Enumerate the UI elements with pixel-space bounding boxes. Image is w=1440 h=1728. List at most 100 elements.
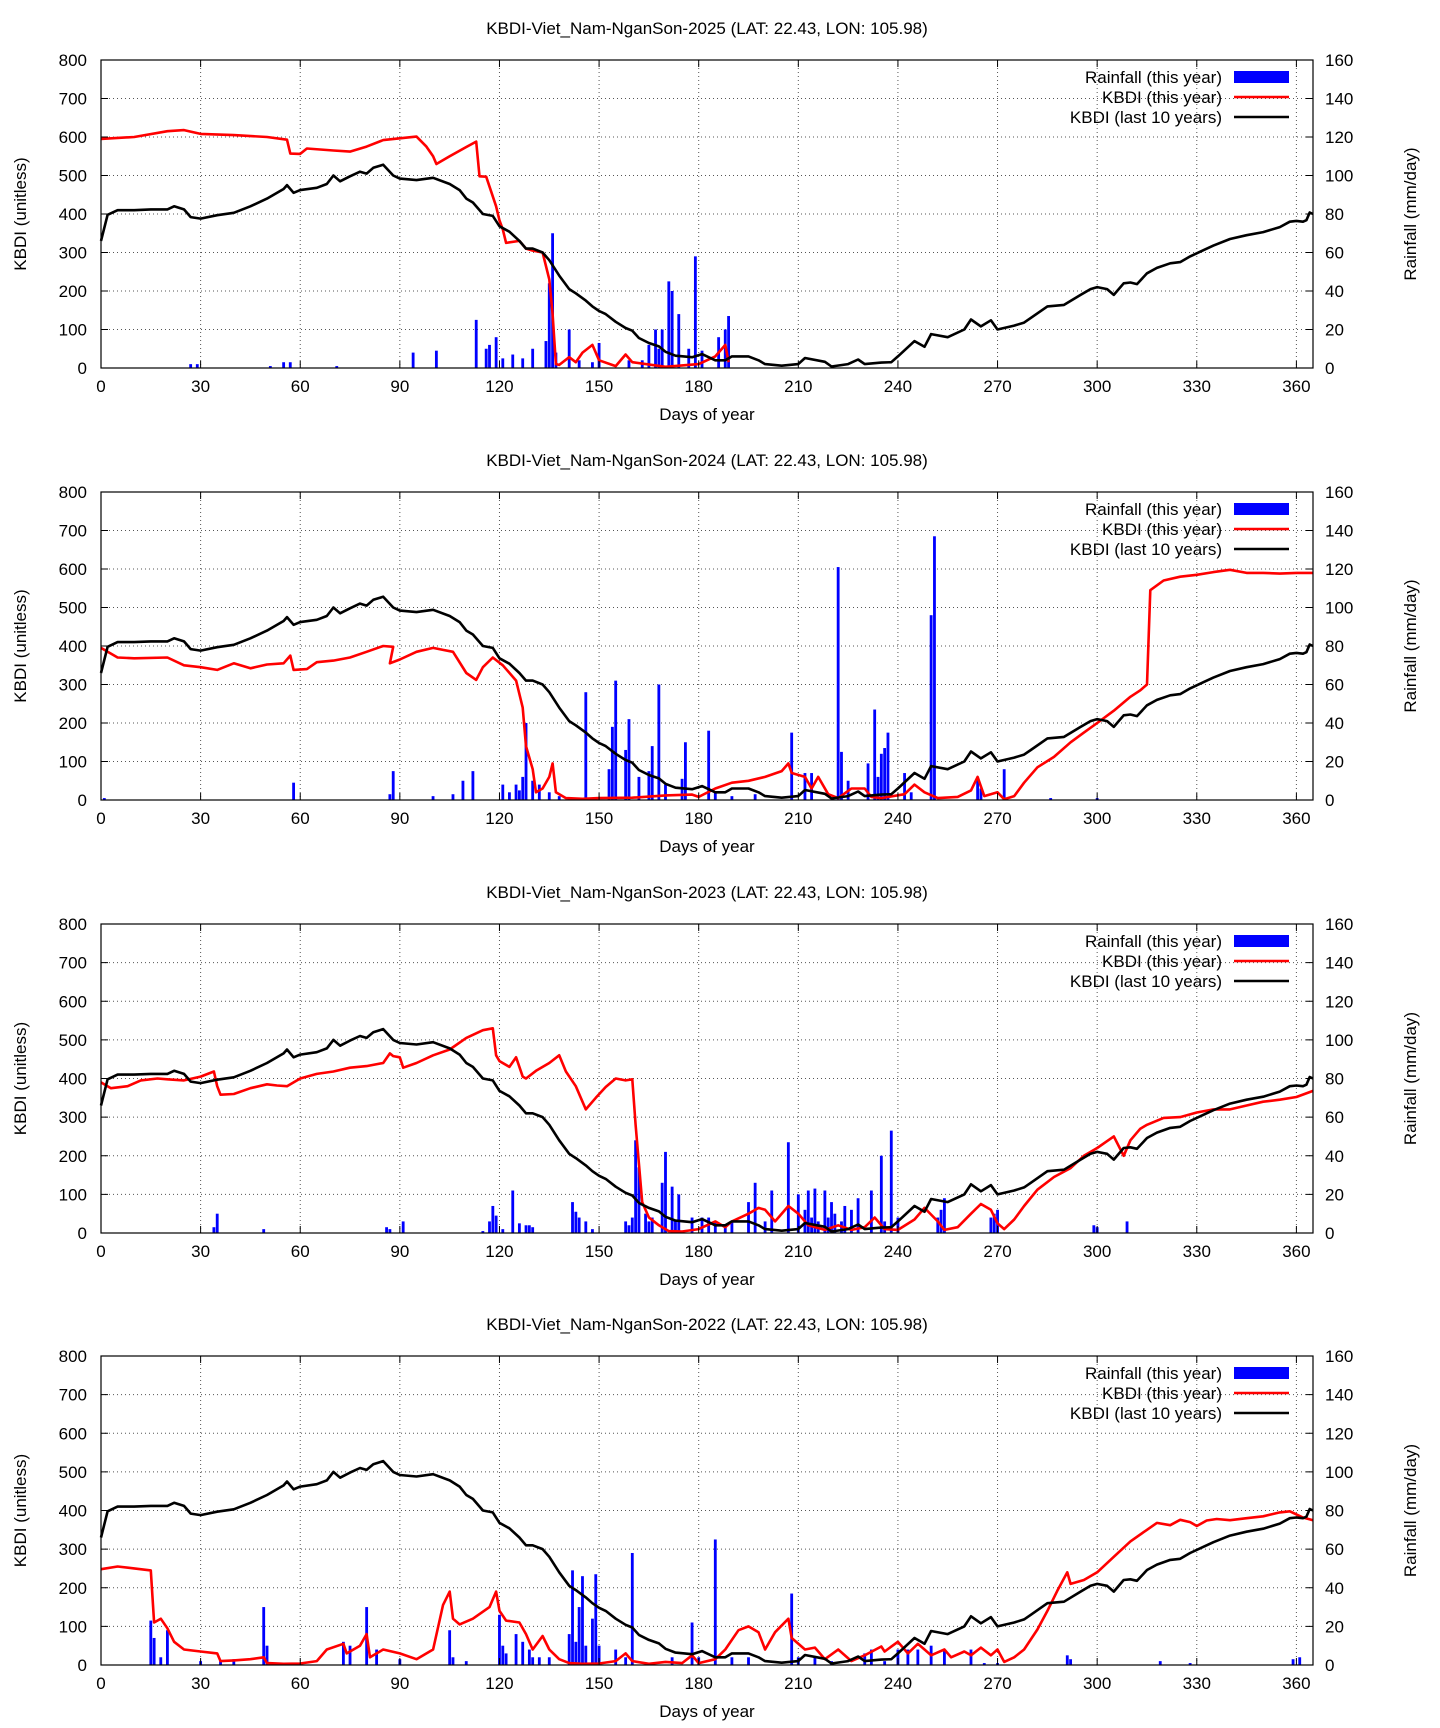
rainfall-bar — [624, 1657, 628, 1665]
rainfall-bar — [498, 1614, 501, 1665]
kbdi-last-10-years-line — [99, 1459, 1314, 1665]
y-tick-label: 200 — [59, 1147, 87, 1166]
rainfall-bar — [152, 1637, 156, 1665]
rainfall-bar — [491, 1205, 495, 1233]
rainfall-bar — [770, 1190, 774, 1233]
y-tick-label: 0 — [78, 359, 87, 378]
y2-tick-label: 40 — [1325, 714, 1344, 733]
kbdi-last-10-years-line — [99, 163, 1314, 368]
rainfall-bar — [1298, 1657, 1302, 1665]
rainfall-bar — [943, 1198, 946, 1233]
rainfall-bar — [747, 1657, 750, 1665]
rainfall-bar — [484, 348, 488, 368]
x-tick-label: 90 — [390, 809, 409, 828]
rainfall-bar — [876, 776, 880, 800]
rainfall-bar — [574, 1641, 578, 1665]
rainfall-bar — [979, 788, 983, 800]
rainfall-bar — [567, 1634, 571, 1665]
rainfall-bar — [647, 344, 651, 368]
rainfall-bar — [517, 790, 521, 800]
x-tick-label: 0 — [96, 1242, 105, 1261]
x-tick-label: 150 — [585, 377, 613, 396]
rainfall-bar — [654, 329, 657, 368]
rainfall-bar — [567, 329, 571, 368]
rainfall-bar — [524, 1225, 528, 1233]
y-tick-label: 400 — [59, 205, 87, 224]
y-tick-label: 800 — [59, 915, 87, 934]
y-tick-label: 700 — [59, 1386, 87, 1405]
x-tick-label: 0 — [96, 1674, 105, 1693]
rainfall-bar — [1291, 1659, 1295, 1665]
rainfall-bar — [647, 771, 651, 800]
x-tick-label: 0 — [96, 809, 105, 828]
legend-swatch-rainfall — [1234, 503, 1289, 515]
rainfall-bar — [677, 1194, 681, 1233]
rainfall-bar — [514, 784, 518, 800]
rainfall-bar — [504, 1653, 508, 1665]
y2-tick-label: 20 — [1325, 321, 1344, 340]
rainfall-bar — [511, 1190, 515, 1233]
rainfall-bar — [873, 709, 877, 800]
x-tick-label: 240 — [884, 809, 912, 828]
legend-label: Rainfall (this year) — [1085, 500, 1222, 519]
x-axis-label: Days of year — [659, 405, 755, 424]
x-tick-label: 180 — [685, 377, 713, 396]
y-tick-label: 600 — [59, 992, 87, 1011]
rainfall-bar — [727, 316, 730, 368]
rainfall-bar — [102, 798, 106, 800]
rainfall-bar — [969, 1649, 973, 1665]
rainfall-bar — [501, 358, 505, 368]
y2-tick-label: 0 — [1325, 1656, 1334, 1675]
kbdi-this-year-line — [100, 1510, 1314, 1666]
rainfall-bar — [933, 536, 936, 800]
rainfall-bar — [879, 1155, 883, 1233]
rainfall-bar — [1125, 1221, 1129, 1233]
y-axis-label: KBDI (unitless) — [11, 589, 30, 702]
y2-tick-label: 60 — [1325, 1108, 1344, 1127]
legend-label: KBDI (this year) — [1102, 1384, 1222, 1403]
rainfall-bar — [790, 1593, 794, 1665]
chart-panel-3: KBDI-Viet_Nam-NganSon-2023 (LAT: 22.43, … — [11, 883, 1420, 1289]
rainfall-bar — [431, 796, 435, 800]
x-tick-label: 210 — [784, 1674, 812, 1693]
rainfall-bar — [607, 769, 611, 800]
rainfall-bar — [159, 1657, 163, 1665]
x-tick-label: 330 — [1183, 809, 1211, 828]
rainfall-bar — [531, 780, 535, 800]
rainfall-bar — [149, 1620, 153, 1665]
x-tick-label: 330 — [1183, 1674, 1211, 1693]
rainfall-bar — [657, 348, 661, 368]
x-tick-label: 120 — [485, 1242, 513, 1261]
y-tick-label: 0 — [78, 1224, 87, 1243]
rainfall-bar — [594, 1574, 598, 1665]
rainfall-bar — [976, 776, 980, 800]
y-tick-label: 500 — [59, 1031, 87, 1050]
kbdi-this-year-line — [100, 128, 730, 369]
y-tick-label: 600 — [59, 560, 87, 579]
x-tick-label: 240 — [884, 1242, 912, 1261]
y2-tick-label: 160 — [1325, 915, 1353, 934]
legend-label: Rainfall (this year) — [1085, 68, 1222, 87]
rainfall-bar — [909, 792, 913, 800]
y-tick-label: 400 — [59, 1502, 87, 1521]
rainfall-bar — [916, 1649, 920, 1665]
y2-tick-label: 80 — [1325, 1502, 1344, 1521]
rainfall-bar — [1092, 1225, 1096, 1233]
chart-title: KBDI-Viet_Nam-NganSon-2025 (LAT: 22.43, … — [486, 19, 928, 38]
rainfall-bar — [494, 1215, 498, 1233]
legend: Rainfall (this year)KBDI (this year)KBDI… — [1070, 500, 1289, 559]
legend-label: KBDI (this year) — [1102, 88, 1222, 107]
y-tick-label: 200 — [59, 714, 87, 733]
x-tick-label: 330 — [1183, 1242, 1211, 1261]
x-tick-label: 90 — [390, 377, 409, 396]
rainfall-bar — [627, 360, 631, 368]
rainfall-bar — [869, 1190, 873, 1233]
x-tick-label: 180 — [685, 809, 713, 828]
rainfall-bar — [341, 1641, 345, 1665]
y2-tick-label: 80 — [1325, 637, 1344, 656]
rainfall-bar — [544, 341, 548, 368]
y-axis-label: KBDI (unitless) — [11, 157, 30, 270]
y-tick-label: 100 — [59, 1617, 87, 1636]
rainfall-bar — [527, 1225, 531, 1233]
kbdi-this-year-line — [100, 568, 1313, 801]
